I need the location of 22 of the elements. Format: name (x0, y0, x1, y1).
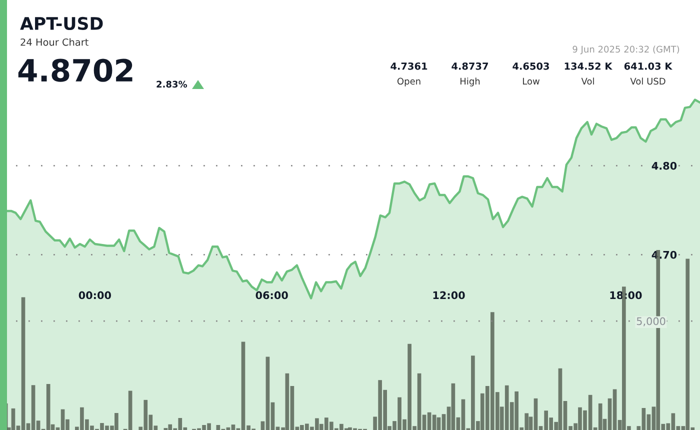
x-tick-label: 12:00 (433, 291, 465, 300)
text: Vol (581, 78, 594, 85)
text: Open (397, 78, 420, 86)
y-tick-label: 4.80 (652, 162, 677, 170)
text: 641.03 K (624, 62, 673, 70)
y2-tick-label: 5,000 (636, 317, 666, 326)
text: 4.7361 (390, 62, 428, 70)
text: Low (522, 78, 540, 85)
text: 2.83% (156, 80, 188, 88)
text: 134.52 K (564, 62, 613, 70)
chart-title: APT-USD (20, 16, 103, 30)
chart-subtitle: 24 Hour Chart (20, 38, 88, 46)
x-tick-label: 00:00 (78, 291, 111, 300)
text: High (460, 78, 480, 86)
x-tick-label: 18:00 (610, 291, 642, 300)
y-tick-label: 4.70 (652, 250, 677, 259)
x-tick-label: 06:00 (256, 291, 288, 300)
text: 4.8737 (452, 62, 488, 70)
text: Vol USD (630, 78, 666, 85)
text: 4.6503 (512, 62, 549, 70)
text: 9 Jun 2025 20:32 (GMT) (572, 46, 680, 54)
text: 4.8702 (18, 58, 132, 82)
